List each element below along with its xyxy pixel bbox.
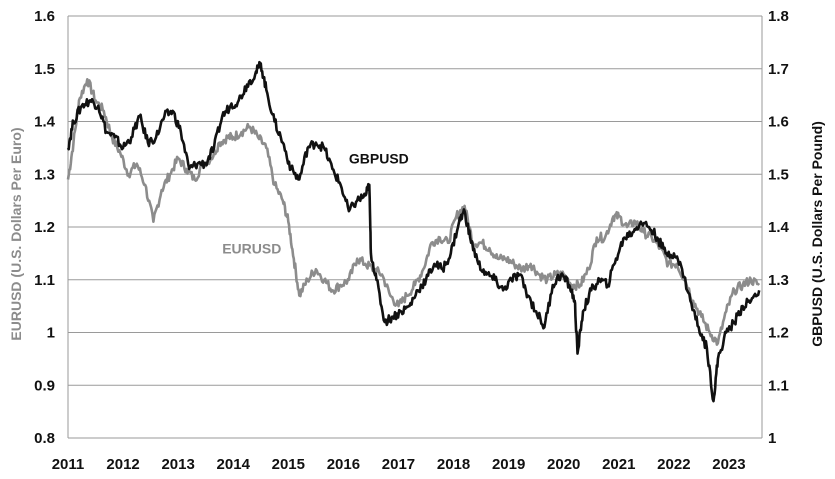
x-axis-ticks: 2011 2012 2013 2014 2015 2016 2017 2018 2019 2020… xyxy=(52,456,746,473)
right-y-tick-label: 1.2 xyxy=(768,325,789,342)
x-tick-label: 2018 xyxy=(437,456,470,473)
left-y-tick-label: 1.4 xyxy=(34,114,56,131)
x-tick-label: 2011 xyxy=(52,456,85,473)
right-y-tick-label: 1.8 xyxy=(768,8,789,25)
left-y-tick-label: 1.1 xyxy=(34,272,55,289)
x-tick-label: 2020 xyxy=(547,456,580,473)
right-y-tick-label: 1.7 xyxy=(768,61,789,78)
x-tick-label: 2019 xyxy=(492,456,525,473)
x-tick-label: 2015 xyxy=(272,456,305,473)
x-tick-label: 2014 xyxy=(217,456,251,473)
series-lines xyxy=(66,60,761,403)
gridlines xyxy=(67,15,763,439)
right-y-tick-label: 1.5 xyxy=(768,166,789,183)
right-axis-title: GBPUSD (U.S. Dollars Per Pound) xyxy=(809,121,825,347)
left-y-tick-label: 0.8 xyxy=(34,430,55,447)
series-annotations: GBPUSD EURUSD xyxy=(222,151,409,257)
right-y-tick-label: 1.6 xyxy=(768,114,789,131)
eurusd-label: EURUSD xyxy=(222,240,281,256)
eurusd-line xyxy=(66,78,761,346)
x-tick-label: 2016 xyxy=(327,456,360,473)
x-tick-label: 2023 xyxy=(712,456,745,473)
left-y-tick-label: 1.3 xyxy=(34,166,55,183)
right-y-axis-ticks: 1 1.1 1.2 1.3 1.4 1.5 1.6 1.7 1.8 xyxy=(768,8,790,447)
left-y-tick-label: 1.2 xyxy=(34,219,55,236)
gbpusd-label: GBPUSD xyxy=(349,151,409,167)
right-y-tick-label: 1.3 xyxy=(768,272,789,289)
right-y-tick-label: 1.4 xyxy=(768,219,790,236)
left-y-axis-ticks: 0.8 0.9 1 1.1 1.2 1.3 1.4 1.5 1.6 xyxy=(34,8,56,447)
gbpusd-line xyxy=(66,60,761,403)
x-tick-label: 2021 xyxy=(602,456,635,473)
x-tick-label: 2022 xyxy=(657,456,690,473)
left-axis-title: EURUSD (U.S. Dollars Per Euro) xyxy=(8,127,24,340)
right-y-tick-label: 1 xyxy=(768,430,776,447)
x-tick-label: 2012 xyxy=(106,456,139,473)
right-y-tick-label: 1.1 xyxy=(768,377,789,394)
left-y-tick-label: 1.5 xyxy=(34,61,55,78)
left-y-tick-label: 1.6 xyxy=(34,8,55,25)
left-y-tick-label: 1 xyxy=(47,325,55,342)
left-y-tick-label: 0.9 xyxy=(34,377,55,394)
x-tick-label: 2017 xyxy=(382,456,415,473)
x-tick-label: 2013 xyxy=(161,456,194,473)
